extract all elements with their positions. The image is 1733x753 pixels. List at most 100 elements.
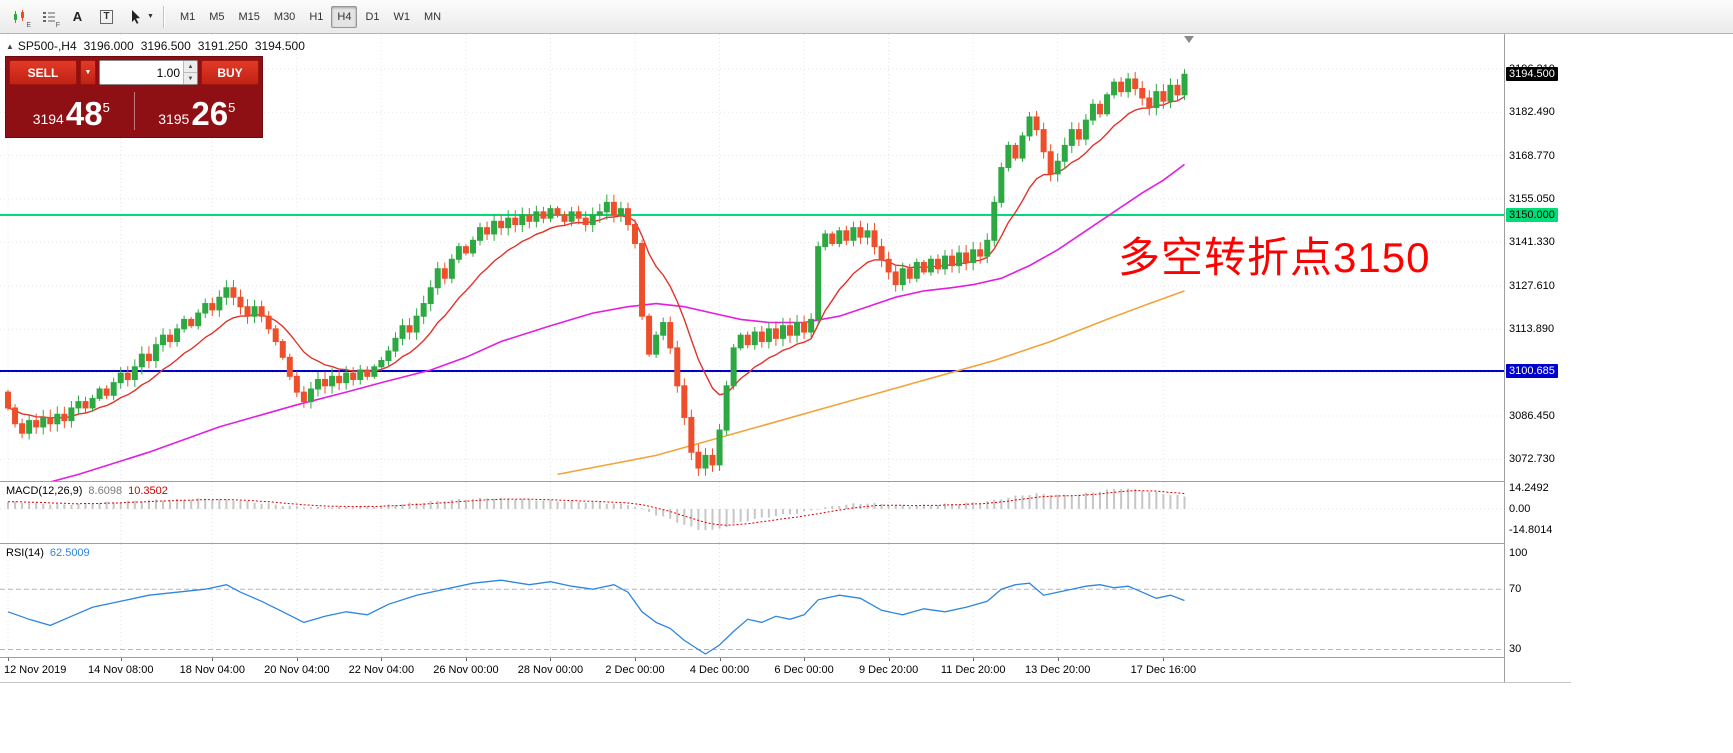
price-tick-label: 3086.450 xyxy=(1509,410,1555,422)
order-options-dropdown[interactable]: ▼ xyxy=(80,60,96,85)
price-divider xyxy=(133,92,135,130)
time-tick-label: 18 Nov 04:00 xyxy=(179,664,246,676)
macd-axis-label: 0.00 xyxy=(1509,503,1531,515)
macd-signal-value: 10.3502 xyxy=(128,485,168,497)
time-tick-label: 13 Dec 20:00 xyxy=(1024,664,1091,676)
time-tick-label: 26 Nov 00:00 xyxy=(433,664,499,676)
pane-separator xyxy=(0,682,1571,683)
dropdown-caret-icon: ▼ xyxy=(84,69,92,76)
volume-input-wrap: ▲ ▼ xyxy=(99,60,198,85)
chart-ohlc-header: ▲ SP500-,H4 3196.000 3196.500 3191.250 3… xyxy=(6,39,305,53)
symbol-period-label: SP500-,H4 xyxy=(17,39,77,53)
macd-pane: MACD(12,26,9) 8.6098 10.3502 xyxy=(0,482,1504,543)
font-tool-icon: A xyxy=(72,9,83,24)
price-tick-label: 3182.490 xyxy=(1509,106,1555,119)
volume-increase-button[interactable]: ▲ xyxy=(184,61,197,73)
pane-separator[interactable] xyxy=(0,543,1571,544)
time-tick-label: 20 Nov 04:00 xyxy=(264,664,330,676)
icon-sub-label: E xyxy=(26,21,31,29)
time-tick-mark xyxy=(1057,658,1059,661)
time-tick-mark xyxy=(635,658,636,661)
price-tick-label: 3072.730 xyxy=(1509,453,1555,466)
price-tick-label: 3141.330 xyxy=(1509,236,1555,249)
time-tick-label: 2 Dec 00:00 xyxy=(605,664,665,676)
time-axis[interactable]: 12 Nov 2019 14 Nov 08:00 18 Nov 04:00 20 No… xyxy=(0,658,1504,682)
time-tick-label: 9 Dec 20:00 xyxy=(858,664,919,676)
sell-price-display[interactable]: 3194 48 5 xyxy=(32,95,110,132)
time-tick-label: 22 Nov 04:00 xyxy=(348,664,415,676)
timeframe-button-h1[interactable]: H1 xyxy=(303,6,329,28)
time-tick-label: 14 Nov 08:00 xyxy=(88,664,154,676)
text-label-tool-button[interactable]: T xyxy=(93,5,120,29)
font-tool-button[interactable]: A xyxy=(64,5,91,29)
rsi-pane: RSI(14) 62.5009 xyxy=(0,544,1504,657)
candles-layer xyxy=(5,69,1188,476)
rsi-axis-label: 100 xyxy=(1509,547,1528,559)
current-price-badge: 3194.500 xyxy=(1506,67,1558,82)
price-axis[interactable]: 3196.2103182.4903168.7703155.0503141.330… xyxy=(1504,34,1571,682)
main-toolbar: E F A T ▼ M1 M5 M15 M30 H1 H4 D1 W1 MN xyxy=(0,0,1733,34)
time-tick-label: 17 Dec 16:00 xyxy=(1130,664,1197,676)
timeframe-button-m15[interactable]: M15 xyxy=(233,6,266,28)
volume-spinner: ▲ ▼ xyxy=(183,61,197,84)
macd-chart-svg[interactable] xyxy=(0,482,1504,543)
time-tick-mark xyxy=(973,658,975,661)
price-tick-label: 3127.610 xyxy=(1509,279,1555,292)
cursor-tool-button[interactable] xyxy=(122,5,149,29)
time-tick-mark xyxy=(212,658,214,661)
indicator-list-button[interactable]: F xyxy=(35,5,62,29)
chart-window: ▲ SP500-,H4 3196.000 3196.500 3191.250 3… xyxy=(0,34,1733,753)
chart-shift-marker-icon xyxy=(1184,36,1194,43)
timeframe-button-m5[interactable]: M5 xyxy=(203,6,230,28)
time-tick-mark xyxy=(296,658,298,661)
price-level-badge: 3150.000 xyxy=(1506,208,1558,222)
time-tick-label: 4 Dec 00:00 xyxy=(689,664,750,676)
time-tick-mark xyxy=(804,658,806,661)
sell-button[interactable]: SELL xyxy=(9,60,77,85)
timeframe-button-m1[interactable]: M1 xyxy=(174,6,201,28)
time-tick-mark xyxy=(8,658,9,661)
time-tick-mark xyxy=(719,658,721,661)
bar-low-value: 3191.250 xyxy=(197,39,248,53)
toolbar-separator xyxy=(162,5,164,28)
cursor-tool-icon xyxy=(131,9,140,24)
price-tick-label: 3155.050 xyxy=(1509,193,1555,206)
price-pane: ▲ SP500-,H4 3196.000 3196.500 3191.250 3… xyxy=(0,34,1504,481)
time-tick-mark xyxy=(465,658,467,661)
timeframe-button-w1[interactable]: W1 xyxy=(388,6,417,28)
price-level-badge: 3100.685 xyxy=(1506,363,1558,378)
timeframe-button-mn[interactable]: MN xyxy=(418,6,447,28)
time-tick-mark xyxy=(381,658,383,661)
macd-axis-label: -14.8014 xyxy=(1509,524,1553,537)
macd-label: MACD(12,26,9) 8.6098 10.3502 xyxy=(6,485,168,497)
time-tick-label: 11 Dec 20:00 xyxy=(940,664,1006,676)
candlestick-chart-button[interactable]: E xyxy=(6,5,33,29)
time-tick-label: 12 Nov 2019 xyxy=(4,664,67,676)
timeframe-button-h4[interactable]: H4 xyxy=(331,5,358,28)
volume-decrease-button[interactable]: ▼ xyxy=(184,73,197,84)
rsi-value: 62.5009 xyxy=(49,547,90,559)
rsi-chart-svg[interactable] xyxy=(0,544,1504,657)
timeframe-button-m30[interactable]: M30 xyxy=(268,6,301,28)
pane-separator[interactable] xyxy=(0,657,1571,658)
candlestick-chart-icon xyxy=(13,9,24,23)
price-chart-svg[interactable] xyxy=(0,34,1504,481)
text-label-tool-icon: T xyxy=(100,9,113,24)
volume-input[interactable] xyxy=(100,61,183,84)
time-tick-label: 28 Nov 00:00 xyxy=(517,664,584,676)
window-marker-icon: ▲ xyxy=(6,41,14,51)
rsi-name: RSI(14) xyxy=(6,547,44,559)
rsi-label: RSI(14) 62.5009 xyxy=(6,547,90,559)
cursor-dropdown-caret-icon[interactable]: ▼ xyxy=(147,13,154,20)
rsi-axis-label: 30 xyxy=(1509,643,1522,656)
bar-open-value: 3196.000 xyxy=(83,39,134,53)
icon-sub-label: F xyxy=(55,21,60,29)
timeframe-button-d1[interactable]: D1 xyxy=(359,6,385,28)
price-tick-label: 3168.770 xyxy=(1509,149,1555,162)
pane-separator[interactable] xyxy=(0,481,1571,482)
macd-value: 8.6098 xyxy=(88,485,123,497)
buy-price-display[interactable]: 3195 26 5 xyxy=(158,95,236,132)
bar-high-value: 3196.500 xyxy=(140,39,191,53)
buy-button[interactable]: BUY xyxy=(201,60,259,85)
